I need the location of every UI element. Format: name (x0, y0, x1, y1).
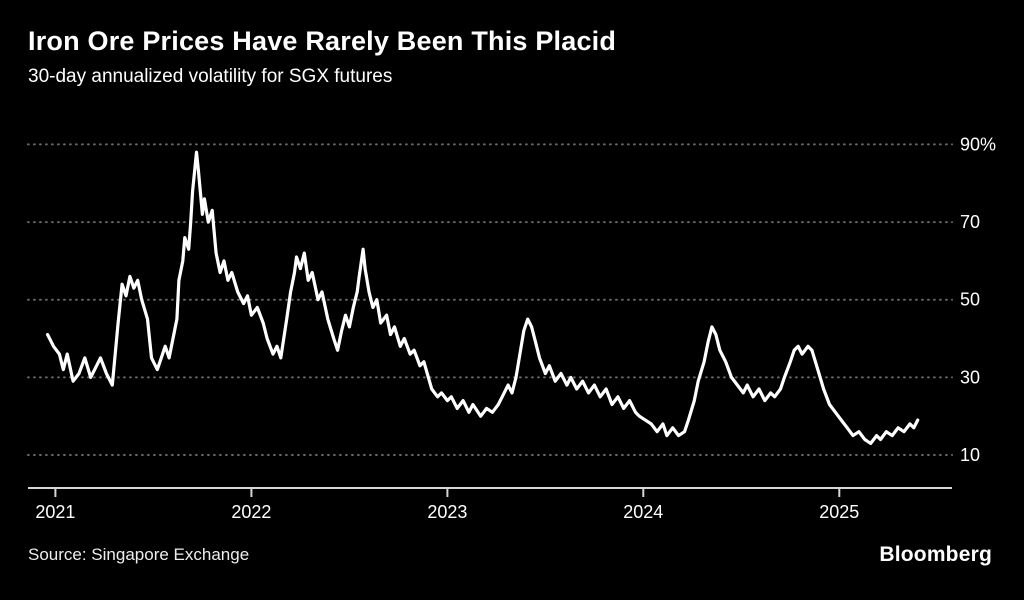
series-line (46, 150, 920, 445)
y-axis-label: 70 (960, 212, 980, 232)
x-axis-label: 2022 (231, 502, 271, 522)
source-note: Source: Singapore Exchange (28, 545, 250, 564)
x-axis-label: 2024 (623, 502, 663, 522)
x-axis-label: 2023 (427, 502, 467, 522)
chart-subtitle: 30-day annualized volatility for SGX fut… (28, 66, 393, 87)
y-axis-label: 10 (960, 445, 980, 465)
x-axis-label: 2021 (35, 502, 75, 522)
chart-title: Iron Ore Prices Have Rarely Been This Pl… (28, 26, 617, 56)
y-axis-label: 30 (960, 367, 980, 387)
bloomberg-logo: Bloomberg (879, 543, 992, 566)
x-axis-label: 2025 (819, 502, 859, 522)
y-axis-label: 90% (960, 134, 996, 154)
y-axis-label: 50 (960, 290, 980, 310)
